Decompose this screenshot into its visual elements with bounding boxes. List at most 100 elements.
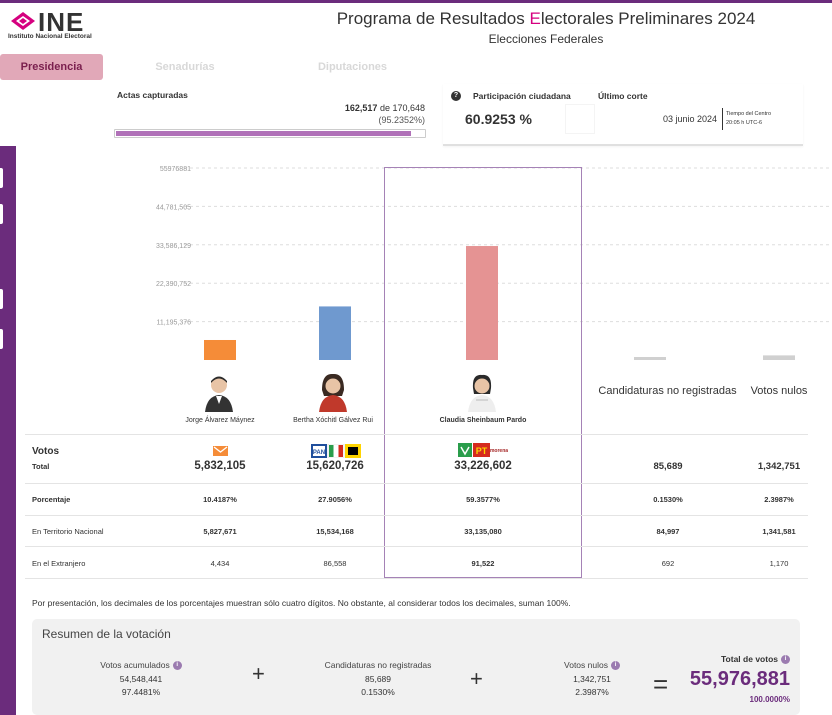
vote-percentage: 27.9056% — [318, 495, 352, 504]
pan-logo-text: PAN — [313, 450, 325, 456]
vote-percentage: 10.4187% — [203, 495, 237, 504]
side-rail-handle[interactable] — [0, 329, 3, 349]
winning-candidate-highlight — [384, 167, 582, 578]
total-votes: 5,832,105 — [194, 460, 246, 472]
candidate-name: Jorge Álvarez Máynez — [185, 417, 255, 424]
pt-logo-text: PT — [476, 446, 488, 456]
info-icon[interactable]: i — [610, 661, 620, 671]
tab-senadurias[interactable]: Senadurías — [155, 61, 215, 73]
column-header-no-registradas: Candidaturas no registradas — [598, 385, 737, 397]
row-divider — [25, 483, 808, 484]
vote-percentage: 59.3577% — [466, 495, 500, 504]
info-icon[interactable]: i — [781, 655, 790, 665]
acumulados-label: Votos acumulados — [100, 660, 170, 670]
side-rail-handle[interactable] — [0, 168, 3, 188]
plus-icon: + — [252, 661, 265, 686]
candidate-name: Bertha Xóchitl Gálvez Rui — [293, 417, 373, 424]
timezone-line-2: 20:05 h UTC-6 — [726, 120, 763, 126]
noreg-percentage: 0.1530% — [361, 687, 395, 697]
y-tick-label: 22,390,752 — [156, 281, 191, 288]
logo-text: INE — [38, 7, 85, 37]
stats-bar: Actas capturadas 162,517 de 170,648 (95.… — [0, 82, 832, 146]
participation-value: 60.9253 % — [465, 111, 532, 127]
actas-label: Actas capturadas — [117, 90, 188, 100]
party-logo-coalition-icon: PT morena — [458, 443, 508, 457]
y-tick-label: 33,586,129 — [156, 243, 191, 250]
porcentaje-label: Porcentaje — [32, 495, 71, 504]
last-cut-date: 03 junio 2024 — [663, 114, 718, 124]
y-tick-label: 11,195,376 — [156, 320, 191, 327]
total-votes: 1,342,751 — [757, 461, 801, 472]
participation-panel: ? Participación ciudadana Último corte 6… — [443, 84, 803, 146]
title-part-1: Programa de Resultados — [336, 9, 530, 28]
vote-summary: Resumen de la votación Votos acumulados i… — [32, 619, 800, 715]
abroad-votes: 4,434 — [210, 559, 230, 568]
national-votes: 15,534,168 — [316, 527, 354, 536]
results-bar-chart: 55976881 44,781,505 33,586,129 22,390,752 11… — [156, 166, 832, 360]
ine-logo-mark-icon — [11, 12, 35, 30]
plus-icon: + — [470, 666, 483, 691]
national-votes: 5,827,671 — [203, 527, 237, 536]
vote-percentage: 2.3987% — [764, 495, 794, 504]
side-rail-handle[interactable] — [0, 204, 3, 224]
equals-icon: = — [653, 669, 669, 699]
decimal-note: Por presentación, los decimales de los p… — [32, 598, 571, 608]
last-cut-timezone: Tiempo del Centro 20:05 h UTC-6 — [726, 110, 771, 128]
column-header-votos-nulos: Votos nulos — [750, 385, 808, 397]
summary-item-total: Total de votos i — [672, 654, 790, 665]
actas-progress-bar — [114, 129, 426, 138]
summary-title: Resumen de la votación — [42, 627, 171, 641]
election-tabs: Presidencia Senadurías Diputaciones — [0, 52, 832, 82]
tab-diputaciones[interactable]: Diputaciones — [317, 61, 388, 73]
title-highlight: E — [529, 9, 541, 28]
noreg-value: 85,689 — [365, 674, 391, 684]
nulos-percentage: 2.3987% — [575, 687, 609, 697]
candidate-photo-avatar — [205, 376, 233, 412]
votos-label: Votos — [32, 446, 60, 457]
noreg-label: Candidaturas no registradas — [324, 660, 432, 670]
extranjero-label: En el Extranjero — [32, 559, 86, 568]
tab-presidencia[interactable]: Presidencia — [0, 54, 103, 80]
morena-logo-text: morena — [490, 448, 508, 454]
chart-bar — [763, 355, 795, 360]
header: INE Instituto Nacional Electoral Program… — [0, 0, 832, 52]
actas-captured: 162,517 — [344, 103, 378, 113]
chart-bar — [204, 339, 236, 360]
info-icon[interactable]: i — [172, 661, 182, 671]
row-divider — [25, 434, 808, 435]
y-tick-label: 55976881 — [160, 166, 191, 173]
candidate-photo-avatar — [468, 374, 496, 412]
actas-count: 162,517 de 170,648 — [300, 103, 425, 113]
abroad-votes: 1,170 — [769, 559, 789, 568]
divider — [722, 108, 723, 130]
territorio-label: En Territorio Nacional — [32, 527, 104, 536]
total-votes-label: Total de votos — [721, 654, 778, 664]
actas-total: de 170,648 — [377, 103, 425, 113]
info-icon[interactable]: ? — [451, 91, 461, 101]
party-logo-mc-icon — [212, 444, 229, 458]
row-divider — [25, 578, 808, 579]
chart-bar — [634, 357, 666, 360]
total-votes: 33,226,602 — [454, 460, 512, 472]
total-label: Total — [32, 462, 50, 471]
ine-logo[interactable]: INE Instituto Nacional Electoral — [8, 7, 108, 43]
summary-item-acumulados: Votos acumulados i — [62, 660, 220, 671]
y-tick-label: 44,781,505 — [156, 204, 191, 211]
last-cut-label: Último corte — [598, 91, 648, 101]
side-rail-handle[interactable] — [0, 289, 3, 309]
page-subtitle: Elecciones Federales — [488, 32, 604, 46]
actas-progress-fill — [116, 131, 412, 136]
national-votes: 1,341,581 — [762, 527, 796, 536]
acumulados-value: 54,548,441 — [119, 674, 163, 684]
row-divider — [25, 546, 808, 547]
candidate-photo-avatar — [319, 373, 347, 412]
vote-percentage: 0.1530% — [653, 495, 683, 504]
timezone-line-1: Tiempo del Centro — [726, 111, 772, 117]
abroad-votes: 692 — [661, 559, 675, 568]
national-votes: 84,997 — [656, 527, 680, 536]
blank-block — [565, 104, 595, 134]
summary-item-nulos: Votos nulos i — [522, 660, 662, 671]
total-votes: 85,689 — [653, 461, 683, 472]
total-votes-value: 55,976,881 — [689, 668, 790, 690]
